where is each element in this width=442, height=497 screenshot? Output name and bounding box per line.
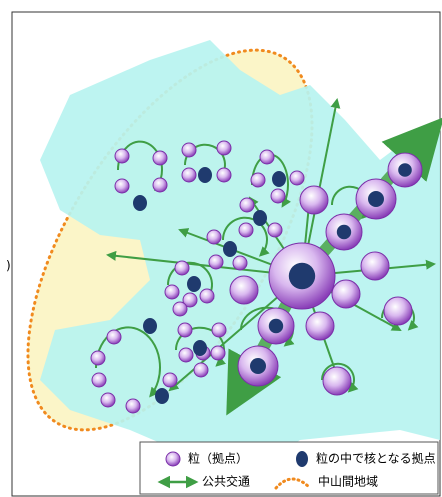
pellet (177, 322, 193, 338)
pellet (152, 150, 168, 166)
pellet (267, 222, 283, 238)
pellet (199, 288, 215, 304)
pellet-medium (331, 279, 361, 309)
legend-label: 公共交通 (202, 474, 250, 489)
pellet (206, 229, 222, 245)
legend-label: 中山間地域 (318, 474, 378, 489)
core (223, 241, 237, 257)
core (272, 171, 286, 187)
pellet (270, 188, 286, 204)
pellet (211, 322, 227, 338)
pellet (181, 167, 197, 183)
pellet (232, 255, 248, 271)
pellet-medium (322, 366, 352, 396)
pellet (114, 148, 130, 164)
land-area (40, 40, 440, 470)
pellet (106, 329, 122, 345)
pellets (90, 140, 423, 414)
legend-label: 粒の中で核となる拠点 (316, 451, 436, 466)
pellet (216, 167, 232, 183)
side-mark: ) (6, 259, 11, 273)
pellet (152, 177, 168, 193)
core (268, 318, 284, 334)
pellet (250, 172, 266, 188)
core (288, 262, 316, 290)
pellet-medium (383, 296, 413, 326)
pellet (162, 372, 178, 388)
pellet (181, 142, 197, 158)
pellet-medium (229, 275, 259, 305)
core (143, 318, 157, 334)
pellet (239, 197, 255, 213)
pellet (259, 149, 275, 165)
legend-core-icon (296, 451, 308, 467)
pellet (216, 140, 232, 156)
core (155, 388, 169, 404)
core (133, 195, 147, 211)
pellet (100, 392, 116, 408)
pellet (193, 362, 209, 378)
pellet (182, 292, 198, 308)
pellet (172, 301, 188, 317)
loop-arrow (320, 362, 359, 393)
pellet (289, 170, 305, 186)
loop-arrow (94, 326, 161, 398)
core (368, 191, 384, 207)
core (336, 224, 352, 240)
core (198, 167, 212, 183)
legend-label: 粒（拠点） (188, 451, 248, 466)
pellet-medium (360, 251, 390, 281)
pellet (238, 222, 254, 238)
pellet (210, 345, 226, 361)
core (398, 163, 412, 177)
core (187, 276, 201, 292)
pellet-medium (305, 311, 335, 341)
pellet (164, 284, 180, 300)
core (253, 210, 267, 226)
core (250, 358, 266, 374)
pellet (174, 260, 190, 276)
legend-pellet-icon (165, 451, 181, 467)
pellet-medium (299, 185, 329, 215)
legend-box (139, 441, 439, 495)
pellet (114, 178, 130, 194)
pellet (178, 347, 194, 363)
loop-arrow (250, 153, 292, 208)
pellet (90, 350, 106, 366)
pellet (91, 372, 107, 388)
legend-mountain-icon (274, 477, 312, 490)
pellet (125, 398, 141, 414)
core (193, 340, 207, 356)
pellet (208, 254, 224, 270)
legend: 粒（拠点） 粒の中で核となる拠点 公共交通 中山間地域 (139, 441, 439, 495)
